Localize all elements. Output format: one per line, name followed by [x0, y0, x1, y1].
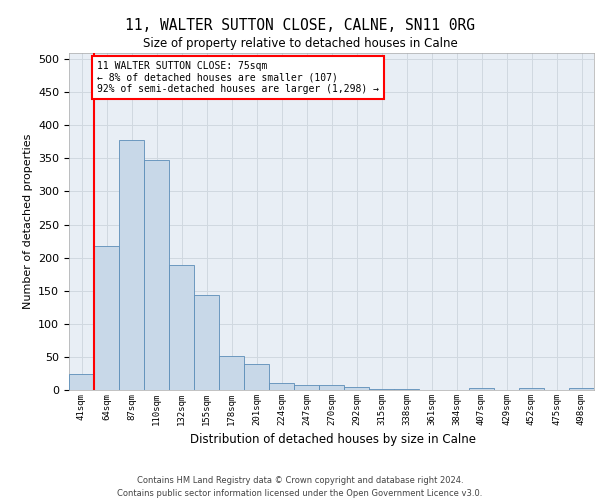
Bar — [369, 388, 394, 390]
Text: Size of property relative to detached houses in Calne: Size of property relative to detached ho… — [143, 38, 457, 51]
Text: Distribution of detached houses by size in Calne: Distribution of detached houses by size … — [190, 432, 476, 446]
Bar — [119, 140, 144, 390]
Bar — [244, 364, 269, 390]
Bar — [569, 388, 594, 390]
Bar — [94, 246, 119, 390]
Bar — [519, 388, 544, 390]
Bar — [169, 265, 194, 390]
Text: Contains HM Land Registry data © Crown copyright and database right 2024.
Contai: Contains HM Land Registry data © Crown c… — [118, 476, 482, 498]
Bar — [69, 374, 94, 390]
Text: 11, WALTER SUTTON CLOSE, CALNE, SN11 0RG: 11, WALTER SUTTON CLOSE, CALNE, SN11 0RG — [125, 18, 475, 32]
Bar — [469, 388, 494, 390]
Bar — [294, 386, 319, 390]
Text: 11 WALTER SUTTON CLOSE: 75sqm
← 8% of detached houses are smaller (107)
92% of s: 11 WALTER SUTTON CLOSE: 75sqm ← 8% of de… — [97, 61, 379, 94]
Bar — [144, 160, 169, 390]
Bar — [219, 356, 244, 390]
Y-axis label: Number of detached properties: Number of detached properties — [23, 134, 32, 309]
Bar — [269, 382, 294, 390]
Bar — [319, 386, 344, 390]
Bar — [194, 296, 219, 390]
Bar — [344, 388, 369, 390]
